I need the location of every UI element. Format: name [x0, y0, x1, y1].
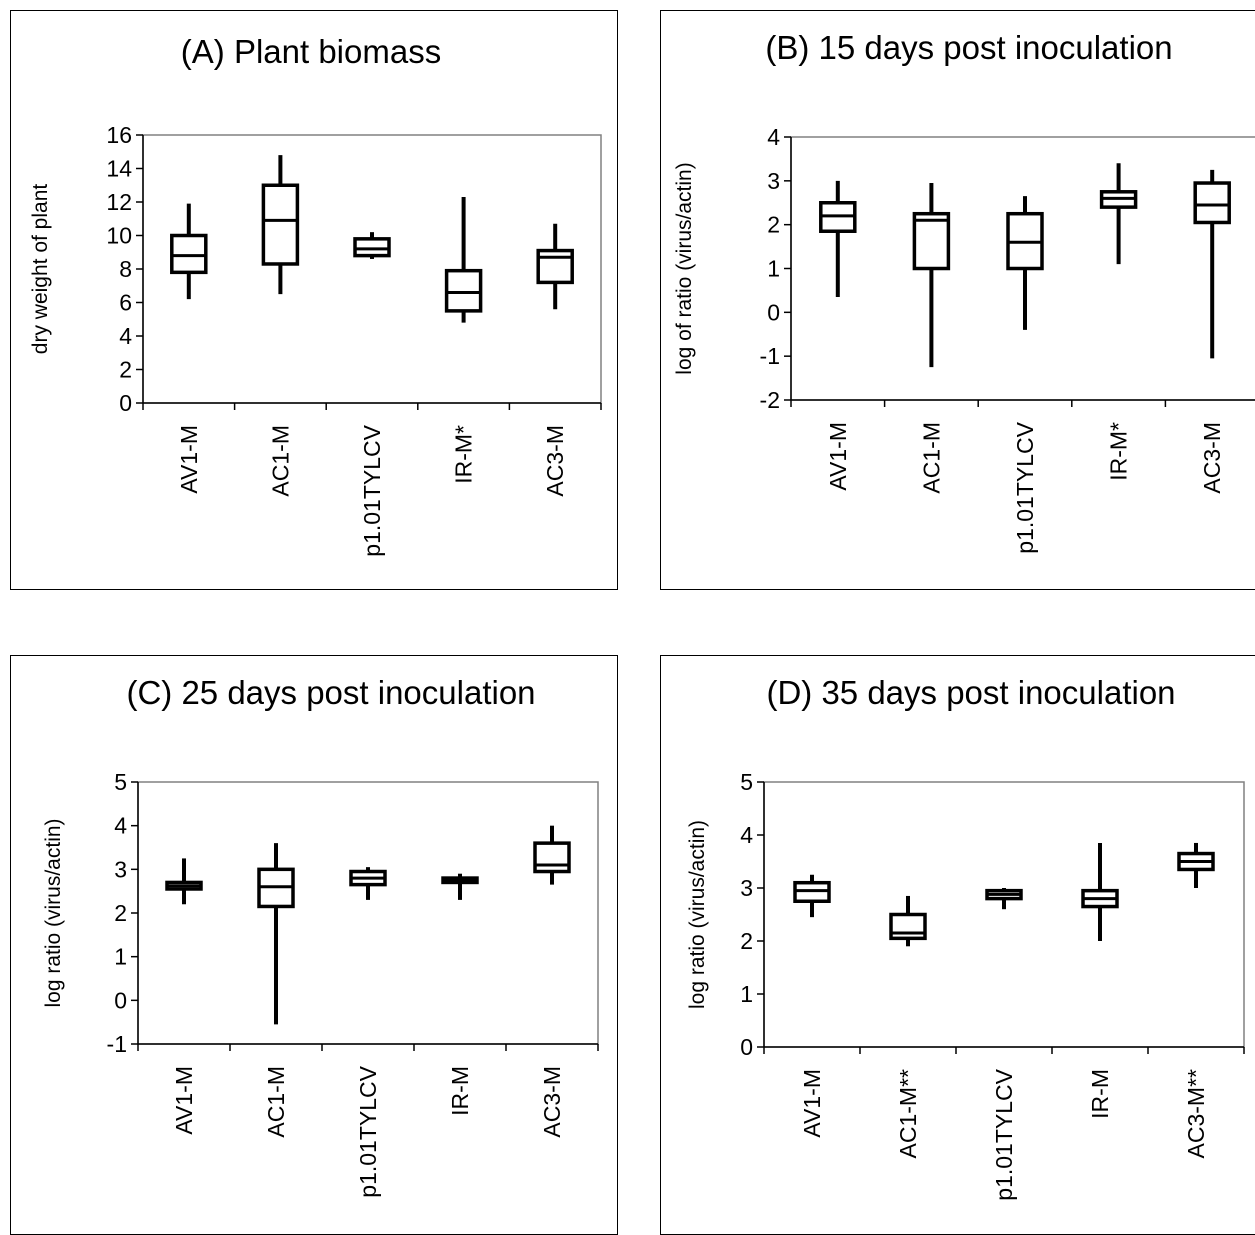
box-ac3-m-	[1177, 842, 1215, 888]
box-p1-01tylcv	[349, 867, 387, 900]
x-category-label: p1.01TYLCV	[991, 1068, 1017, 1200]
box-iqr	[533, 841, 571, 874]
y-tick-label: 5	[114, 769, 127, 795]
box-ac1-m-	[889, 895, 927, 947]
x-category-label: AC3-M	[1199, 422, 1225, 494]
y-tick-label: 10	[106, 223, 132, 249]
y-tick-label: 2	[740, 928, 753, 954]
x-category-label: AC3-M	[542, 425, 568, 497]
chart-title: (A) Plant biomass	[181, 33, 441, 70]
y-tick-label: 5	[740, 769, 753, 795]
box-av1-m	[819, 180, 857, 297]
box-p1-01tylcv	[353, 232, 391, 259]
box-iqr	[912, 211, 951, 271]
y-tick-label: 4	[740, 822, 753, 848]
x-category-label: p1.01TYLCV	[355, 1065, 381, 1197]
box-iqr	[1193, 181, 1231, 225]
chart-title: (D) 35 days post inoculation	[766, 674, 1175, 711]
x-category-label: AC1-M**	[895, 1069, 921, 1159]
chart-title: (B) 15 days post inoculation	[765, 29, 1172, 66]
chart-svg-b: (B) 15 days post inoculation -2 -1 0 1 2 3 4 log…	[673, 29, 1255, 554]
chart-svg-d: (D) 35 days post inoculation 0 1 2 3 4 5 log ra…	[686, 674, 1245, 1201]
box-av1-m	[165, 858, 203, 905]
y-tick-label: 0	[767, 299, 780, 325]
y-tick-label: 2	[114, 900, 127, 926]
box-ir-m	[441, 873, 479, 900]
x-category-label: p1.01TYLCV	[359, 424, 385, 556]
y-tick-label: -2	[760, 387, 780, 413]
box-ac1-m	[261, 155, 300, 295]
box-ac1-m	[912, 183, 951, 368]
box-ir-m-	[444, 196, 483, 323]
x-category-label: AC3-M	[539, 1066, 565, 1138]
plot-area	[142, 134, 602, 404]
y-tick-label: 3	[740, 875, 753, 901]
x-category-label: IR-M	[447, 1066, 473, 1116]
y-tick-label: 8	[119, 256, 132, 282]
box-iqr	[170, 233, 208, 275]
x-category-label: IR-M	[1087, 1069, 1113, 1119]
x-category-label: p1.01TYLCV	[1012, 421, 1038, 553]
y-tick-label: 0	[740, 1034, 753, 1060]
box-iqr	[444, 268, 483, 313]
box-av1-m	[793, 874, 831, 918]
y-tick-label: -1	[107, 1031, 127, 1057]
y-tick-label: 2	[767, 212, 780, 238]
plot-area	[763, 781, 1245, 1048]
y-axis-title: dry weight of plant	[29, 184, 52, 355]
y-axis-title: log ratio (virus/actin)	[42, 818, 65, 1007]
y-tick-label: 1	[114, 944, 127, 970]
box-iqr	[536, 248, 574, 285]
y-tick-label: 4	[119, 323, 132, 349]
y-tick-label: 0	[119, 390, 132, 416]
chart-panel-d: (D) 35 days post inoculation 0 1 2 3 4 5 log ra…	[660, 655, 1255, 1235]
x-category-label: AV1-M	[171, 1066, 197, 1135]
box-av1-m	[170, 203, 208, 300]
y-tick-label: 14	[106, 156, 132, 182]
y-tick-label: 1	[740, 981, 753, 1007]
x-category-label: AV1-M	[799, 1069, 825, 1138]
x-category-label: IR-M*	[451, 425, 477, 484]
x-category-label: AC1-M	[918, 422, 944, 494]
y-tick-label: 4	[767, 124, 780, 150]
box-ac3-m	[536, 223, 574, 310]
y-tick-label: 16	[106, 122, 132, 148]
chart-panel-b: (B) 15 days post inoculation -2 -1 0 1 2 3 4 log…	[660, 10, 1255, 590]
y-axis-title: log of ratio (virus/actin)	[673, 162, 696, 374]
x-category-label: AC3-M**	[1183, 1069, 1209, 1159]
y-tick-label: 1	[767, 256, 780, 282]
y-tick-label: 6	[119, 290, 132, 316]
x-category-label: AV1-M	[825, 422, 851, 491]
box-ac1-m	[257, 843, 295, 1025]
box-p1-01tylcv	[1006, 196, 1044, 330]
box-ir-m	[1081, 842, 1119, 941]
chart-panel-c: (C) 25 days post inoculation -1 0 1 2 3 4 5 log …	[10, 655, 618, 1235]
chart-svg-c: (C) 25 days post inoculation -1 0 1 2 3 4 5 log …	[42, 674, 599, 1198]
y-tick-label: 4	[114, 813, 127, 839]
box-iqr	[261, 183, 300, 266]
box-ac3-m	[533, 825, 571, 885]
chart-svg-a: (A) Plant biomass 0 2 4 6 8 10 12 14 16 dry weight…	[29, 33, 602, 557]
box-iqr	[353, 237, 391, 258]
y-tick-label: 12	[106, 189, 132, 215]
y-tick-label: 3	[767, 168, 780, 194]
box-p1-01tylcv	[985, 888, 1023, 910]
box-ac3-m	[1193, 169, 1231, 359]
y-tick-label: 3	[114, 856, 127, 882]
x-category-label: IR-M*	[1106, 422, 1132, 481]
y-tick-label: -1	[760, 343, 780, 369]
box-ir-m-	[1099, 163, 1138, 265]
chart-panel-a: (A) Plant biomass 0 2 4 6 8 10 12 14 16 dry weight…	[10, 10, 618, 590]
y-tick-label: 0	[114, 987, 127, 1013]
plot-area	[137, 781, 599, 1045]
x-category-label: AC1-M	[263, 1066, 289, 1138]
chart-title: (C) 25 days post inoculation	[126, 674, 535, 711]
y-tick-label: 2	[119, 357, 132, 383]
x-category-label: AC1-M	[267, 425, 293, 497]
x-category-label: AV1-M	[176, 425, 202, 494]
box-iqr	[889, 912, 927, 941]
y-axis-title: log ratio (virus/actin)	[686, 820, 709, 1009]
